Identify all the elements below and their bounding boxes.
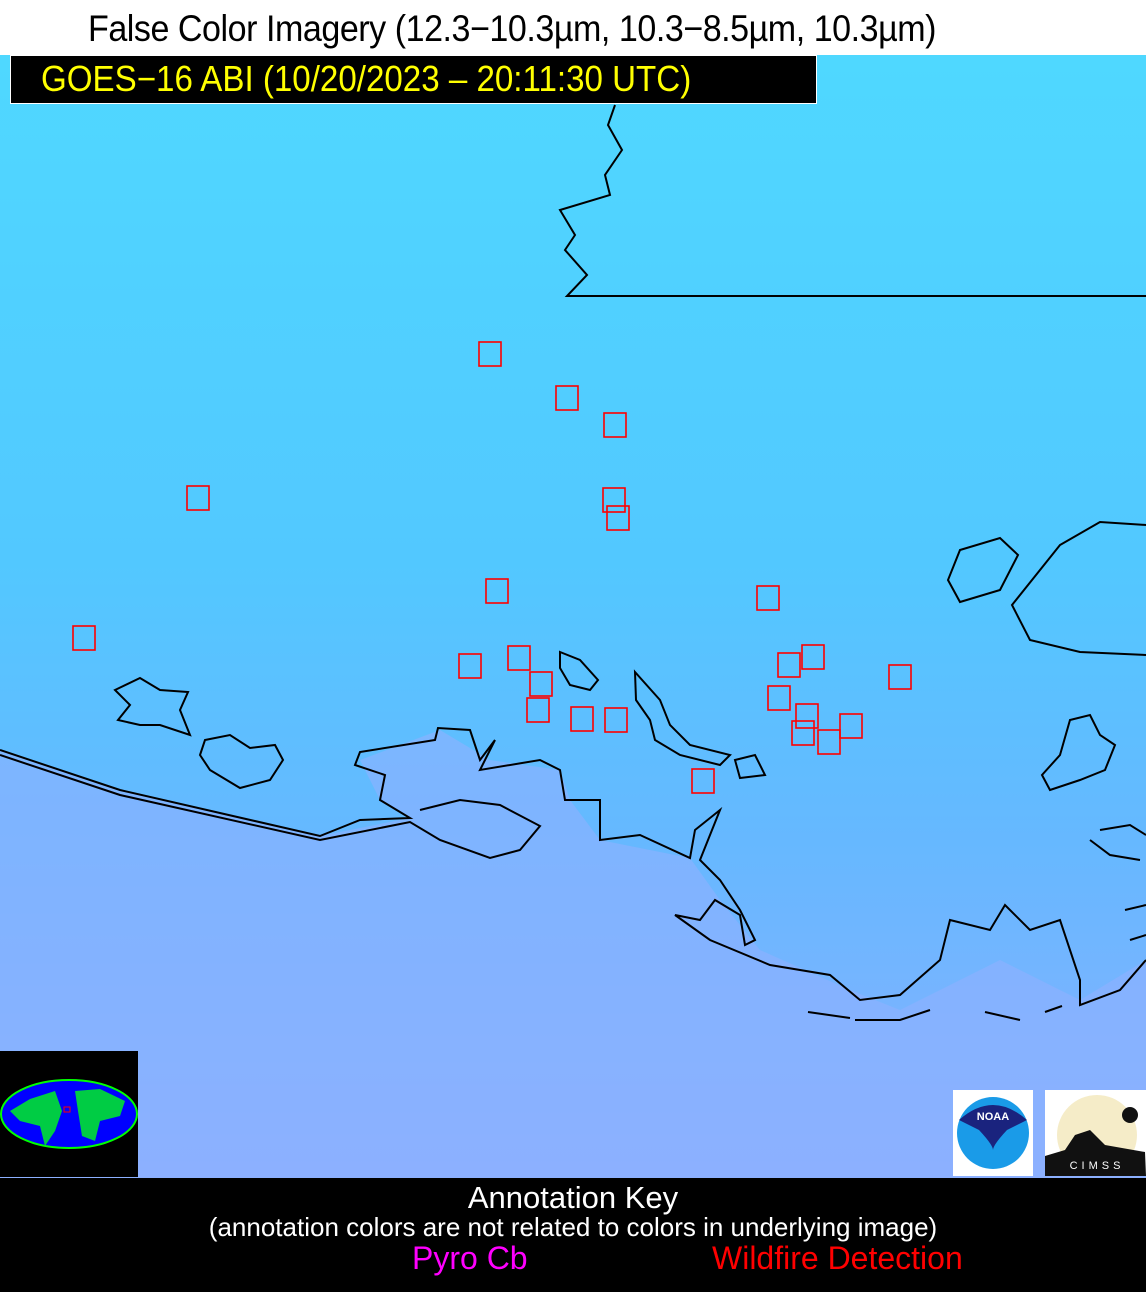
wildfire-detection-marker <box>795 703 819 729</box>
wildfire-detection-marker <box>526 697 550 723</box>
wildfire-detection-marker <box>186 485 210 511</box>
noaa-logo: NOAA <box>953 1090 1033 1176</box>
lake-5 <box>1040 713 1117 792</box>
lake-maurepas <box>946 536 1020 604</box>
wildfire-detection-marker <box>756 585 780 611</box>
wildfire-detection-marker <box>507 645 531 671</box>
island-1 <box>113 676 192 737</box>
bay-1 <box>633 669 732 767</box>
annotation-key-heading: Annotation Key <box>467 1180 679 1215</box>
wildfire-detection-marker <box>478 341 502 367</box>
wildfire-detection-marker <box>570 706 594 732</box>
annotation-key-note: (annotation colors are not related to co… <box>208 1212 938 1242</box>
gulf-water <box>0 730 1146 1178</box>
coastlines <box>0 104 1146 1021</box>
satellite-label: GOES−16 ABI (10/20/2023 – 20:11:30 UTC) <box>41 58 692 99</box>
legend-pyro-cb: Pyro Cb <box>412 1240 528 1276</box>
satellite-map <box>0 55 1146 1178</box>
annotation-key: Annotation Key (annotation colors are no… <box>0 1178 1146 1292</box>
wildfire-detection-marker <box>791 720 815 746</box>
legend-wildfire-detection: Wildfire Detection <box>712 1240 963 1276</box>
wildfire-detection-marker <box>555 385 579 411</box>
wildfire-detection-marker <box>485 578 509 604</box>
wildfire-detection-marker <box>839 713 863 739</box>
title-text: False Color Imagery (12.3−10.3µm, 10.3−8… <box>88 8 937 49</box>
wildfire-detection-marker <box>458 653 482 679</box>
wildfire-detection-marker <box>801 644 825 670</box>
svg-text:NOAA: NOAA <box>977 1111 1009 1123</box>
globe-locator-icon <box>0 1051 138 1177</box>
wildfire-detection-marker <box>691 768 715 794</box>
wildfire-detection-marker <box>529 671 553 697</box>
wildfire-detection-marker <box>606 505 630 531</box>
wildfire-detection-marker <box>777 652 801 678</box>
wildfire-detection-marker <box>817 729 841 755</box>
wildfire-detection-marker <box>767 685 791 711</box>
lake-4 <box>733 753 767 780</box>
lake-3 <box>559 650 600 692</box>
wildfire-detection-marker <box>603 412 627 438</box>
marsh <box>1089 823 1146 941</box>
satellite-label-box: GOES−16 ABI (10/20/2023 – 20:11:30 UTC) <box>10 55 817 104</box>
wildfire-detection-marker <box>72 625 96 651</box>
state-border <box>558 104 1146 297</box>
wildfire-detection-marker <box>604 707 628 733</box>
cimss-logo: CIMSS <box>1045 1090 1146 1176</box>
lake-2 <box>198 733 285 790</box>
wildfire-detection-marker <box>888 664 912 690</box>
lake-pontchartrain <box>1010 520 1146 656</box>
svg-text:CIMSS: CIMSS <box>1070 1160 1125 1172</box>
image-title: False Color Imagery (12.3−10.3µm, 10.3−8… <box>0 0 1146 55</box>
coastline <box>0 726 1146 1007</box>
barrier-islands <box>807 1005 1063 1021</box>
coastline-south <box>0 754 542 860</box>
wildfire-detections <box>72 341 912 794</box>
wildfire-detection-marker <box>602 487 626 513</box>
